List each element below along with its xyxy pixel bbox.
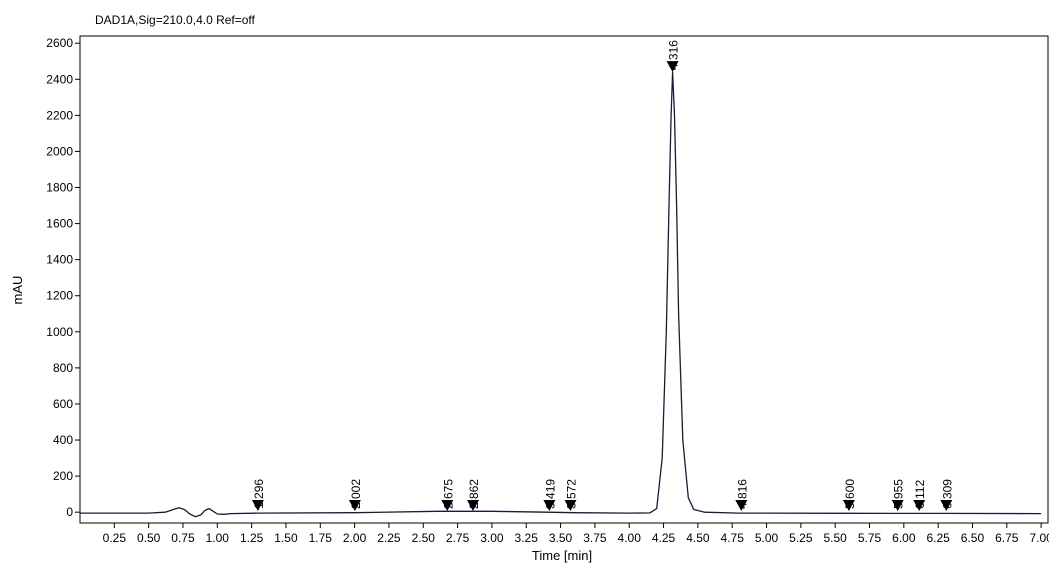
x-tick-label: 3.00 bbox=[480, 531, 504, 545]
y-tick-label: 1600 bbox=[46, 217, 73, 231]
peak-label: 5.955 bbox=[892, 479, 906, 509]
y-tick-label: 1200 bbox=[46, 289, 73, 303]
peak-label: 4.316 bbox=[667, 40, 681, 70]
y-tick-label: 2000 bbox=[46, 144, 73, 158]
x-tick-label: 4.25 bbox=[652, 531, 676, 545]
x-tick-label: 6.00 bbox=[892, 531, 916, 545]
peak-marker bbox=[891, 500, 904, 511]
y-tick-label: 2600 bbox=[46, 36, 73, 50]
peak-label: 3.572 bbox=[565, 479, 579, 509]
peak-label: 2.002 bbox=[349, 479, 363, 509]
x-tick-label: 4.75 bbox=[721, 531, 745, 545]
peak-label: 5.600 bbox=[843, 479, 857, 509]
peak-marker bbox=[348, 500, 361, 511]
x-tick-label: 3.75 bbox=[583, 531, 607, 545]
y-axis-title: mAU bbox=[10, 276, 25, 305]
peak-marker bbox=[564, 500, 577, 511]
peak-label: 1.296 bbox=[252, 479, 266, 509]
x-tick-label: 2.75 bbox=[446, 531, 470, 545]
x-tick-label: 2.00 bbox=[343, 531, 367, 545]
peak-marker bbox=[735, 500, 748, 511]
y-tick-label: 400 bbox=[53, 433, 73, 447]
peak-marker bbox=[940, 500, 953, 511]
x-tick-label: 4.50 bbox=[686, 531, 710, 545]
peak-marker bbox=[842, 500, 855, 511]
x-tick-label: 1.00 bbox=[206, 531, 230, 545]
peak-label: 2.675 bbox=[441, 479, 455, 509]
x-axis-title: Time [min] bbox=[532, 548, 592, 563]
y-tick-label: 2200 bbox=[46, 108, 73, 122]
peak-markers: 1.296 2.002 2.675 2.862 3.419 3.572 4.316 4.816… bbox=[251, 40, 954, 511]
x-tick-label: 0.75 bbox=[171, 531, 195, 545]
series-layer bbox=[80, 71, 1042, 518]
x-tick-label: 2.50 bbox=[412, 531, 436, 545]
y-tick-label: 600 bbox=[53, 397, 73, 411]
peak-marker bbox=[666, 61, 679, 73]
peak-label: 6.112 bbox=[913, 480, 927, 509]
peak-marker bbox=[543, 500, 556, 511]
peak-marker bbox=[251, 500, 264, 511]
x-tick-label: 1.75 bbox=[309, 531, 333, 545]
plot-frame bbox=[79, 35, 1049, 524]
x-tick-label: 6.75 bbox=[995, 531, 1019, 545]
y-tick-label: 0 bbox=[66, 505, 73, 519]
x-tick-label: 2.25 bbox=[377, 531, 401, 545]
y-tick-label: 200 bbox=[53, 469, 73, 483]
peak-marker bbox=[467, 500, 479, 511]
peak-label: 3.419 bbox=[543, 479, 557, 509]
x-tick-label: 5.25 bbox=[789, 531, 813, 545]
x-tick-label: 6.50 bbox=[961, 531, 985, 545]
y-tick-label: 1400 bbox=[46, 253, 73, 267]
x-tick-label: 1.50 bbox=[274, 531, 298, 545]
x-tick-label: 1.25 bbox=[240, 531, 264, 545]
x-tick-label: 4.00 bbox=[618, 531, 642, 545]
x-tick-label: 5.00 bbox=[755, 531, 779, 545]
x-tick-label: 0.25 bbox=[103, 531, 127, 545]
chart-title: DAD1A,Sig=210.0,4.0 Ref=off bbox=[95, 13, 256, 27]
peak-marker bbox=[913, 500, 926, 511]
y-tick-label: 2400 bbox=[46, 72, 73, 86]
y-axis: 0 200 400 600 800 1000 1200 1400 1600 1800 2000 220… bbox=[46, 36, 80, 519]
x-tick-label: 3.25 bbox=[515, 531, 539, 545]
peak-label: 4.816 bbox=[735, 479, 749, 509]
x-tick-label: 3.50 bbox=[549, 531, 573, 545]
x-tick-label: 5.50 bbox=[823, 531, 847, 545]
x-tick-label: 5.75 bbox=[858, 531, 882, 545]
peak-label: 6.309 bbox=[940, 479, 954, 509]
peak-label: 2.862 bbox=[467, 479, 481, 509]
y-tick-label: 1800 bbox=[46, 181, 73, 195]
signal-trace bbox=[80, 71, 1042, 518]
peak-marker bbox=[441, 500, 454, 511]
x-tick-label: 0.50 bbox=[137, 531, 161, 545]
y-tick-label: 1000 bbox=[46, 325, 73, 339]
x-axis: 0.25 0.50 0.75 1.00 1.25 1.50 1.75 2.00 2.25 2.50… bbox=[103, 523, 1049, 545]
x-tick-label: 6.25 bbox=[926, 531, 950, 545]
x-tick-label: 7.00 bbox=[1029, 531, 1049, 545]
y-tick-label: 800 bbox=[53, 361, 73, 375]
